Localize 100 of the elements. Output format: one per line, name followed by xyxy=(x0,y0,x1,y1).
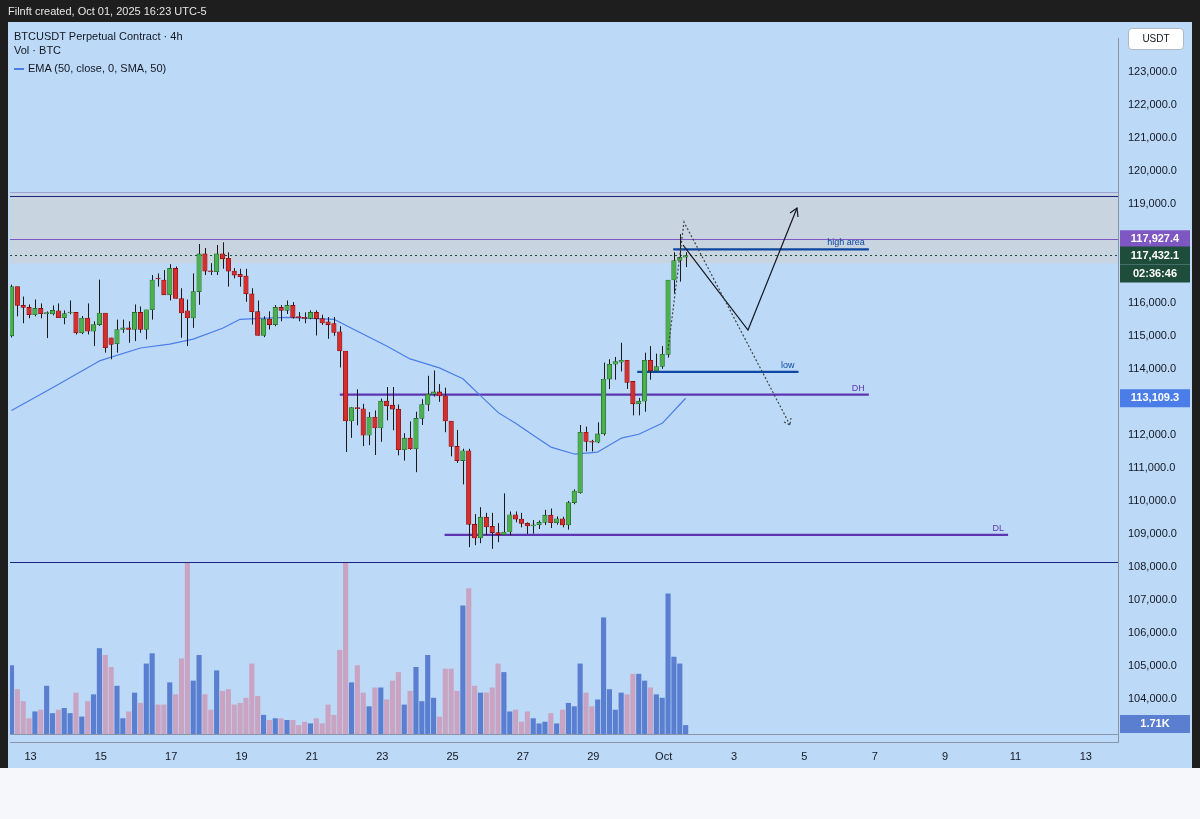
bar xyxy=(214,670,220,734)
bar xyxy=(73,692,79,734)
y-tick-label: 121,000.0 xyxy=(1128,130,1177,143)
candlestick xyxy=(595,421,601,444)
y-tick-label: 116,000.0 xyxy=(1128,295,1177,308)
x-tick-label: 17 xyxy=(165,749,178,762)
bar xyxy=(38,709,44,734)
bar xyxy=(307,723,314,734)
candlestick xyxy=(389,386,396,431)
candlestick xyxy=(260,315,267,338)
candlestick xyxy=(647,345,654,381)
candlestick xyxy=(484,512,489,536)
candlestick xyxy=(272,304,278,327)
candlestick xyxy=(454,429,460,464)
x-tick-label: 25 xyxy=(446,749,459,762)
candlestick xyxy=(243,268,248,303)
candlestick xyxy=(354,388,360,426)
x-tick-label: 7 xyxy=(871,749,878,762)
candlestick xyxy=(367,411,372,446)
bar xyxy=(126,711,132,734)
bar xyxy=(32,711,38,734)
candlestick xyxy=(659,345,665,370)
ref-line-label: 117,432.1 xyxy=(1130,248,1180,261)
candlestick xyxy=(85,302,90,335)
x-tick-label: 13 xyxy=(24,749,37,762)
bar xyxy=(10,665,15,734)
candlestick xyxy=(425,375,431,412)
x-tick-label: 11 xyxy=(1009,749,1022,762)
candlestick xyxy=(583,426,589,452)
candlestick xyxy=(73,311,79,335)
candlestick xyxy=(671,251,677,295)
candlestick xyxy=(155,272,161,288)
y-tick-label: 111,000.0 xyxy=(1128,460,1176,473)
candlestick xyxy=(337,325,342,369)
y-tick-label: 105,000.0 xyxy=(1128,659,1177,672)
bar xyxy=(284,719,290,734)
x-tick-label: Oct xyxy=(655,749,673,762)
chart-title: Vol · BTC xyxy=(14,44,62,56)
candlestick xyxy=(266,310,272,331)
chart-title: BTCUSDT Perpetual Contract · 4h xyxy=(14,29,183,44)
legend-label: EMA (50, close, 0, SMA, 50) xyxy=(27,61,168,76)
candlestick xyxy=(161,269,166,296)
text: 02:36:46 xyxy=(1132,266,1178,279)
x-tick-label: 27 xyxy=(516,749,530,762)
candlestick xyxy=(96,279,102,327)
candlestick xyxy=(90,320,97,347)
candlestick xyxy=(548,508,554,529)
candlestick xyxy=(612,356,618,381)
bar xyxy=(55,709,61,734)
y-tick-label: 109,000.0 xyxy=(1128,526,1177,539)
candlestick xyxy=(402,432,407,462)
y-tick-label: 106,000.0 xyxy=(1128,626,1177,639)
candlestick xyxy=(126,320,132,344)
x-tick-label: 13 xyxy=(1079,749,1092,762)
candlestick xyxy=(606,358,613,390)
candlestick xyxy=(14,286,20,317)
candlestick xyxy=(431,369,436,398)
x-tick-label: 19 xyxy=(235,749,248,762)
text: 113,109.3 xyxy=(1130,391,1180,404)
y-tick-label: 122,000.0 xyxy=(1128,97,1177,110)
bar xyxy=(132,692,138,734)
y-tick-label: 114,000.0 xyxy=(1128,361,1177,374)
x-tick-label: 21 xyxy=(305,749,319,762)
candlestick xyxy=(67,299,73,315)
candlestick xyxy=(331,316,337,337)
candlestick xyxy=(143,309,149,340)
bar xyxy=(647,687,654,734)
bar xyxy=(366,706,372,734)
candlestick xyxy=(249,287,254,326)
x-tick-label: 9 xyxy=(942,749,949,762)
bar xyxy=(378,687,384,734)
bar xyxy=(554,723,560,734)
candlestick xyxy=(137,305,144,334)
bar xyxy=(460,605,466,734)
candlestick xyxy=(472,513,478,546)
candlestick xyxy=(372,409,377,456)
bar xyxy=(401,704,407,734)
y-tick-label: 108,000.0 xyxy=(1128,560,1177,573)
bar xyxy=(348,682,355,734)
candlestick xyxy=(501,492,507,536)
bar xyxy=(79,716,85,734)
x-tick-label: 5 xyxy=(801,749,808,762)
candlestick xyxy=(630,380,636,416)
y-tick-label: 104,000.0 xyxy=(1128,692,1177,705)
series-label: DH xyxy=(851,382,865,393)
bar xyxy=(266,719,272,734)
candlestick xyxy=(214,244,219,276)
y-tick-label: 110,000.0 xyxy=(1128,493,1177,506)
y-axis-title: USDT xyxy=(1128,28,1184,50)
bar xyxy=(407,690,413,734)
bar xyxy=(548,713,554,734)
candlestick xyxy=(625,359,629,390)
series-label: DL xyxy=(992,522,1005,533)
series-label: low xyxy=(780,359,795,370)
candlestick xyxy=(460,448,466,485)
candlestick xyxy=(178,287,185,339)
candlestick xyxy=(677,233,683,283)
y-tick-label: 115,000.0 xyxy=(1128,328,1177,341)
ref-line-label: 117,927.4 xyxy=(1130,232,1181,245)
candlestick xyxy=(132,303,138,342)
